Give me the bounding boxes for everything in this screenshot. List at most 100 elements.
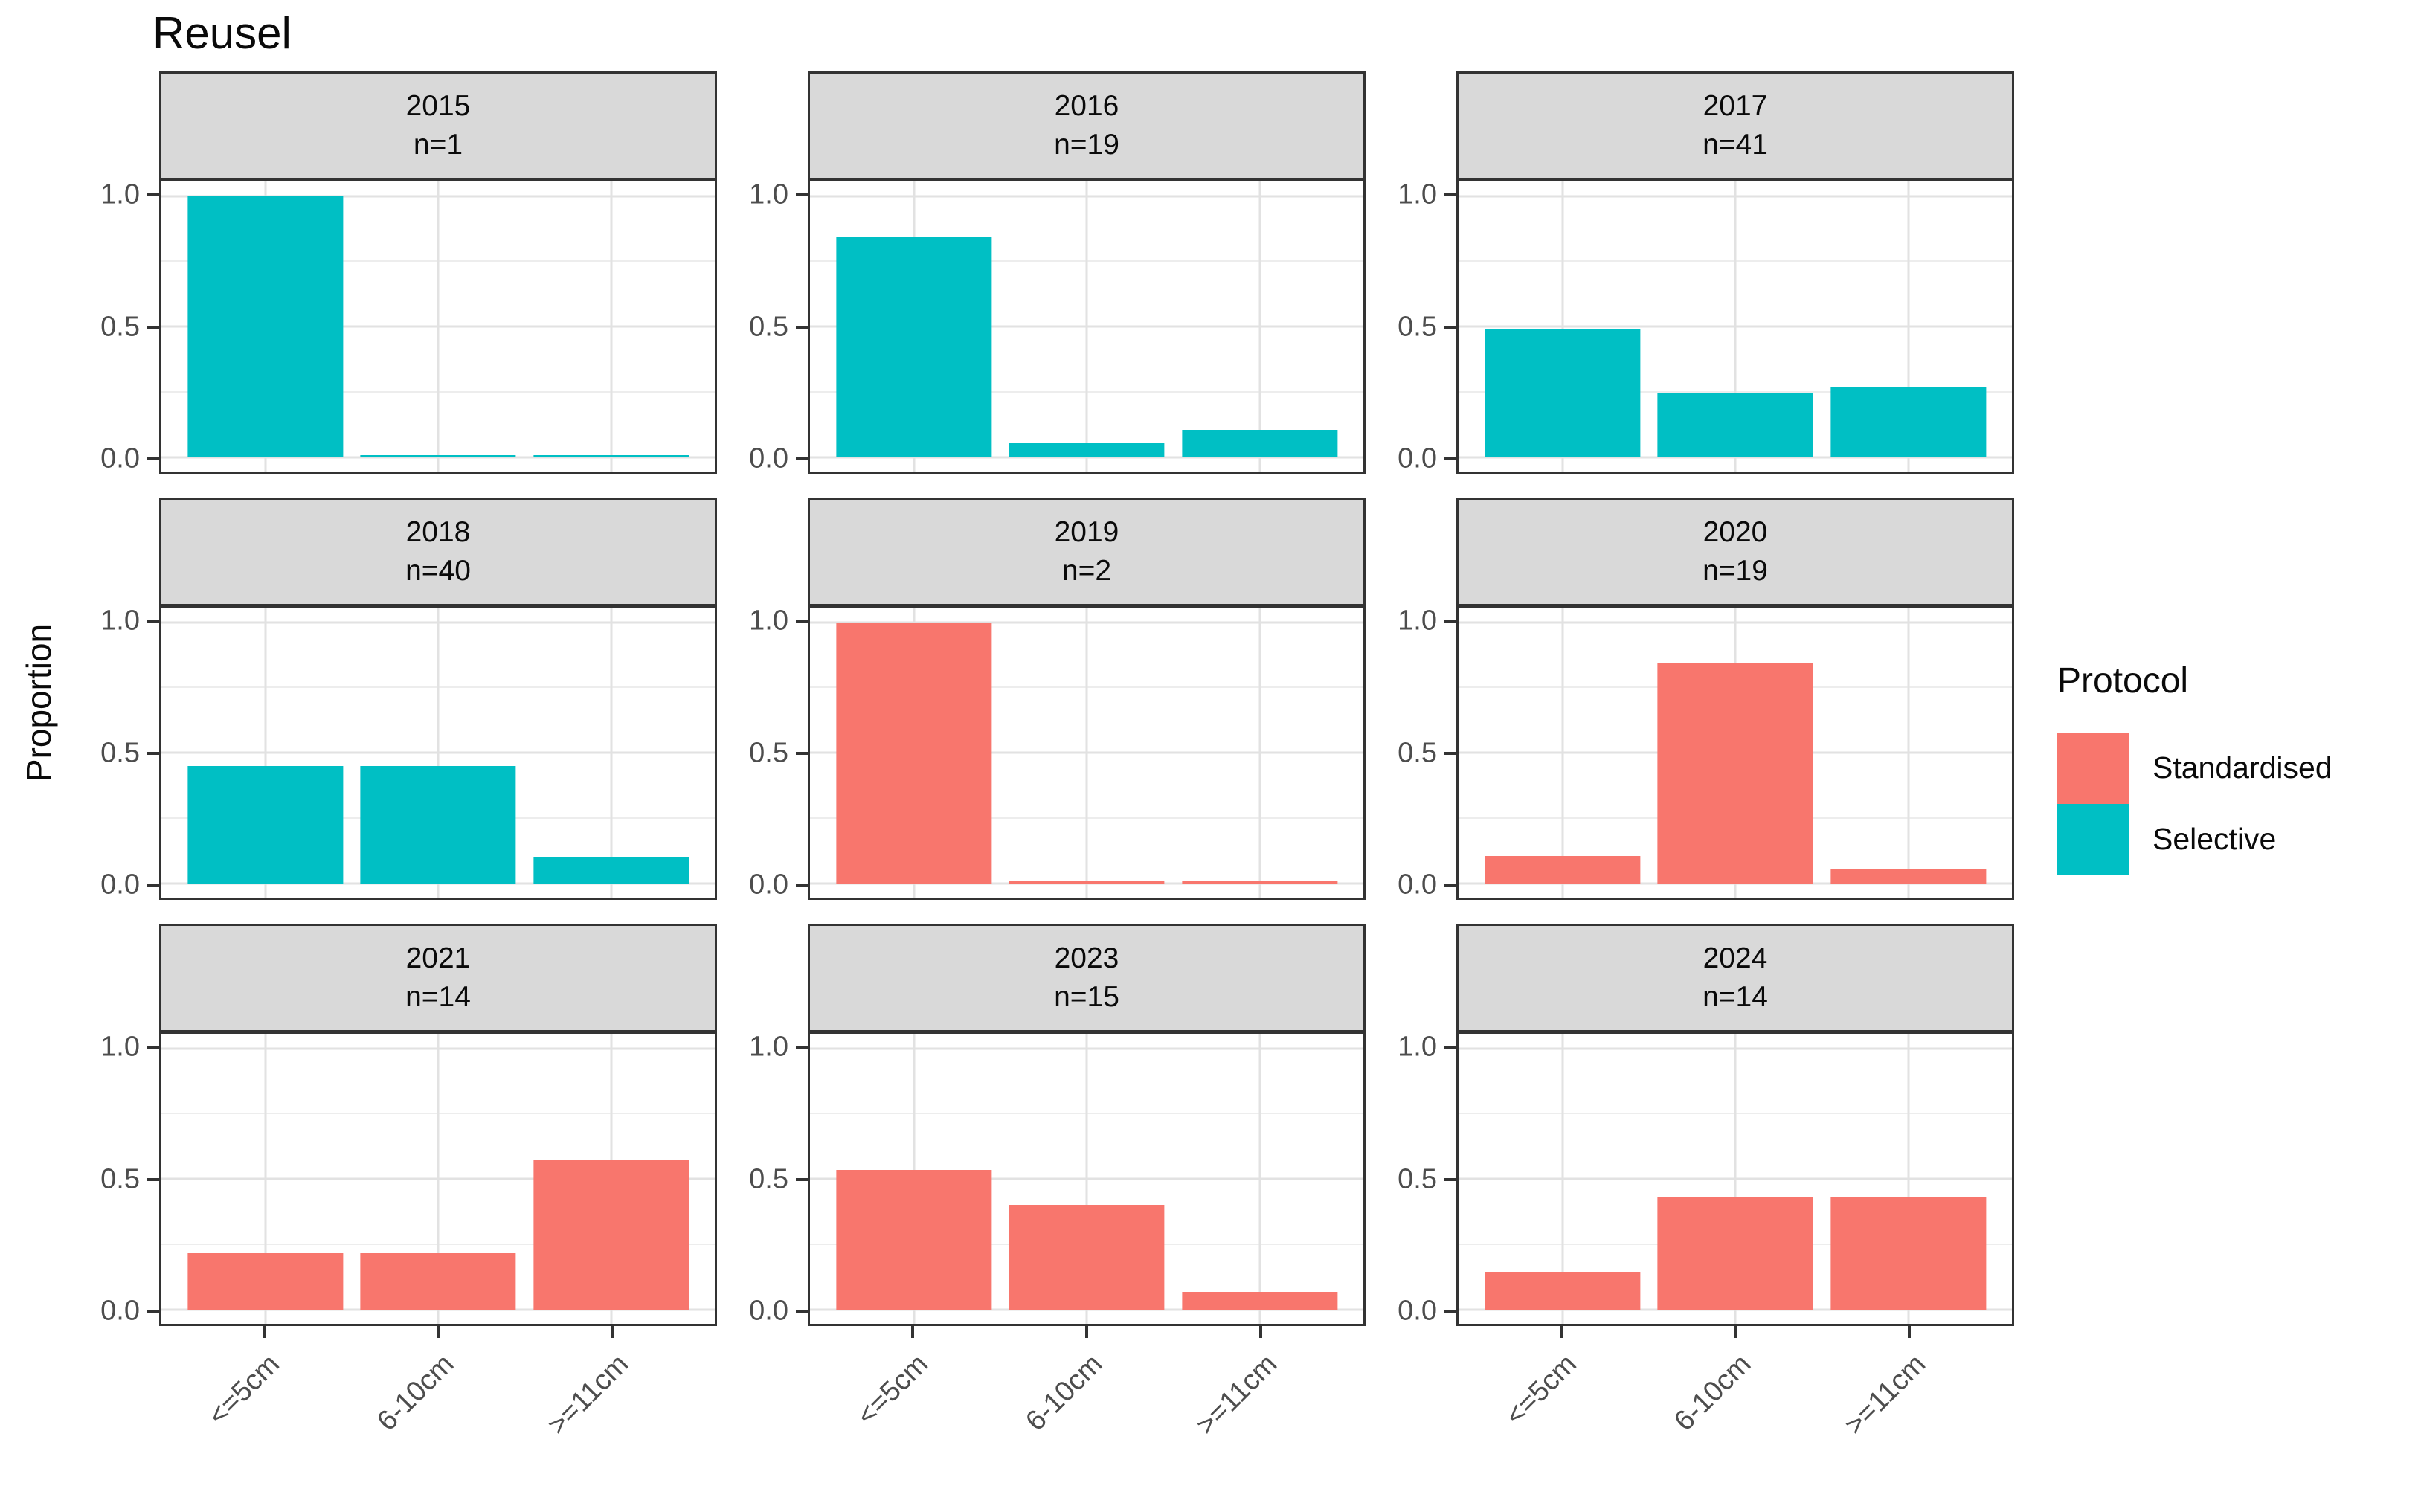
- facet-n-label: n=40: [405, 555, 471, 587]
- x-tick-mark: [1908, 1326, 1912, 1338]
- y-tick-label: 1.0: [100, 605, 140, 637]
- y-axis-2017: 1.0 0.5 0.0: [1366, 71, 1456, 474]
- y-tick-mark: [1444, 1045, 1456, 1049]
- facet-year-label: 2020: [1703, 516, 1768, 548]
- x-tick-mark: [1559, 1326, 1563, 1338]
- y-tick-mark: [147, 325, 159, 329]
- facet-strip-2020: 2020 n=19: [1456, 498, 2014, 606]
- facet-stack-2015: 2015 n=1: [159, 71, 717, 474]
- bar-<=5cm: [1484, 1272, 1641, 1310]
- y-tick-mark: [1444, 1310, 1456, 1313]
- gridline-v-major: [437, 1034, 440, 1324]
- y-axis-2024: 1.0 0.5 0.0: [1366, 924, 1456, 1464]
- y-axis-2019: 1.0 0.5 0.0: [717, 498, 808, 901]
- y-tick-label: 0.5: [100, 1163, 140, 1194]
- facet-year-label: 2015: [405, 90, 471, 122]
- gridline-v-major: [1258, 608, 1261, 898]
- facet-2021: 1.0 0.5 0.0 2021 n=14 <=5cm 6-10cm >=11cm: [68, 924, 717, 1464]
- y-tick-label: 1.0: [100, 178, 140, 210]
- bar-6-10cm: [1009, 1205, 1165, 1310]
- gridline-v-major: [264, 1034, 266, 1324]
- y-tick-mark: [147, 1177, 159, 1181]
- facet-year-label: 2023: [1054, 942, 1119, 974]
- legend-keys: Standardised Selective: [2057, 732, 2371, 875]
- facet-n-label: n=14: [405, 981, 471, 1013]
- bar-6-10cm: [360, 765, 516, 884]
- y-axis-2015: 1.0 0.5 0.0: [68, 71, 159, 474]
- y-tick-label: 0.0: [1398, 443, 1437, 474]
- facet-n-label: n=19: [1703, 555, 1768, 587]
- gridline-v-major: [1907, 608, 1909, 898]
- x-tick-mark: [262, 1326, 266, 1338]
- x-tick-label: <=5cm: [202, 1348, 286, 1432]
- gridline-v-major: [1085, 181, 1088, 472]
- bar-<=5cm: [1484, 855, 1641, 884]
- y-tick-mark: [796, 1045, 808, 1049]
- bar-<=5cm: [835, 622, 992, 884]
- facet-2020: 1.0 0.5 0.0 2020 n=19: [1366, 498, 2014, 901]
- gridline-v-major: [437, 608, 440, 898]
- x-tick-label: >=11cm: [1190, 1348, 1284, 1441]
- y-tick-label: 1.0: [1398, 178, 1437, 210]
- gridline-v-major: [1258, 1034, 1261, 1324]
- facet-panel-2021: [159, 1032, 717, 1326]
- bar-6-10cm: [1657, 1197, 1813, 1310]
- bar->=11cm: [1181, 881, 1338, 884]
- y-tick-mark: [796, 884, 808, 887]
- x-tick-mark: [611, 1326, 614, 1338]
- facet-year-label: 2016: [1054, 90, 1119, 122]
- legend-label: Selective: [2152, 822, 2277, 856]
- bar->=11cm: [1830, 869, 1987, 884]
- facet-stack-2016: 2016 n=19: [808, 71, 1366, 474]
- x-tick-mark: [910, 1326, 914, 1338]
- x-axis-2023: <=5cm 6-10cm >=11cm: [808, 1326, 1366, 1464]
- gridline-v-major: [1561, 608, 1563, 898]
- gridline-v-major: [1561, 181, 1563, 472]
- facet-strip-2023: 2023 n=15: [808, 924, 1366, 1032]
- y-tick-label: 1.0: [1398, 1031, 1437, 1063]
- facet-year-label: 2024: [1703, 942, 1768, 974]
- legend-title: Protocol: [2057, 660, 2189, 701]
- y-tick-label: 0.5: [1398, 311, 1437, 342]
- bar-<=5cm: [187, 1253, 344, 1310]
- gridline-v-major: [1561, 1034, 1563, 1324]
- facet-n-label: n=19: [1054, 129, 1119, 161]
- facet-stack-2020: 2020 n=19: [1456, 498, 2014, 900]
- facet-2018: 1.0 0.5 0.0 2018 n=40: [68, 498, 717, 901]
- y-tick-mark: [1444, 1177, 1456, 1181]
- facet-n-label: n=14: [1703, 981, 1768, 1013]
- y-tick-mark: [1444, 619, 1456, 623]
- facet-year-label: 2018: [405, 516, 471, 548]
- legend-label: Standardised: [2152, 750, 2332, 785]
- gridline-v-major: [1085, 1034, 1088, 1324]
- gridline-v-major: [1734, 1034, 1737, 1324]
- facet-panel-2024: [1456, 1032, 2014, 1326]
- facet-2024: 1.0 0.5 0.0 2024 n=14 <=5cm 6-10cm >=11cm: [1366, 924, 2014, 1464]
- y-tick-mark: [796, 193, 808, 196]
- y-axis-2023: 1.0 0.5 0.0: [717, 924, 808, 1464]
- y-tick-label: 0.5: [100, 311, 140, 342]
- chart-title: Reusel: [152, 8, 292, 58]
- facet-panel-2018: [159, 606, 717, 900]
- legend: Protocol Standardised Selective: [2014, 71, 2371, 1464]
- y-tick-mark: [147, 457, 159, 461]
- facet-strip-2018: 2018 n=40: [159, 498, 717, 606]
- facet-stack-2018: 2018 n=40: [159, 498, 717, 900]
- facet-n-label: n=15: [1054, 981, 1119, 1013]
- y-tick-mark: [796, 1177, 808, 1181]
- facet-year-label: 2017: [1703, 90, 1768, 122]
- y-tick-label: 1.0: [749, 605, 788, 637]
- facet-strip-2019: 2019 n=2: [808, 498, 1366, 606]
- bar->=11cm: [1830, 387, 1987, 457]
- legend-swatch: [2057, 732, 2129, 804]
- y-tick-label: 0.0: [100, 443, 140, 474]
- facet-2017: 1.0 0.5 0.0 2017 n=41: [1366, 71, 2014, 474]
- y-axis-2020: 1.0 0.5 0.0: [1366, 498, 1456, 901]
- y-tick-label: 0.5: [749, 737, 788, 768]
- y-tick-mark: [147, 751, 159, 755]
- y-tick-label: 0.0: [100, 869, 140, 901]
- facet-strip-2015: 2015 n=1: [159, 71, 717, 180]
- y-tick-label: 0.0: [749, 443, 788, 474]
- gridline-v-major: [1258, 181, 1261, 472]
- facet-strip-2017: 2017 n=41: [1456, 71, 2014, 180]
